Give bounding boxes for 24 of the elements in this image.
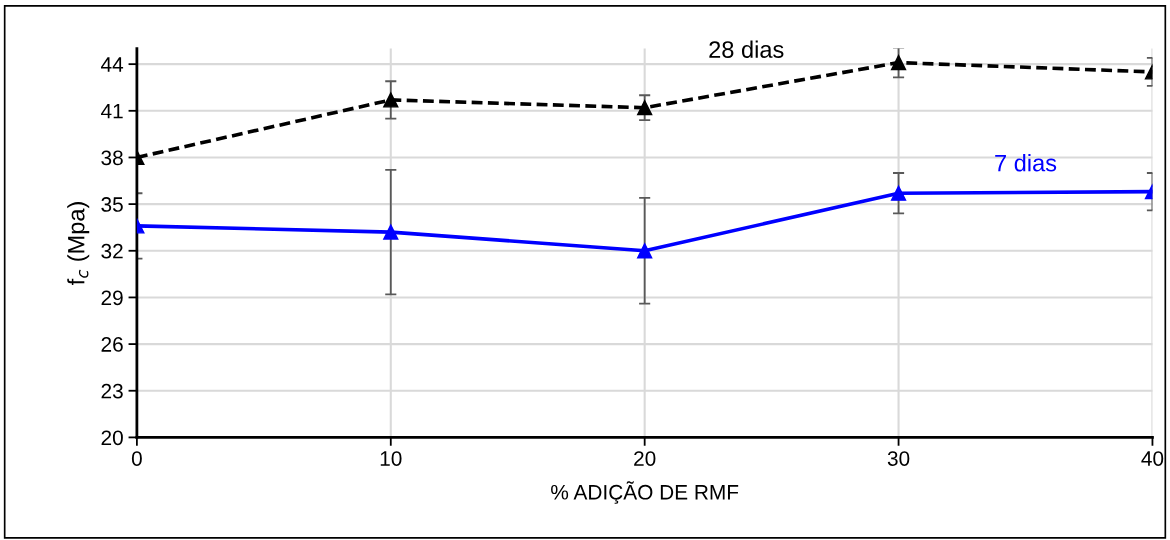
y-tick-label: 44 (101, 57, 124, 72)
y-tick-label: 35 (101, 197, 123, 212)
x-tick-label: 0 (131, 451, 142, 466)
y-axis-title: f$_{c}$ (Mpa) (67, 202, 90, 286)
x-tick-label: 40 (1141, 451, 1164, 466)
y-tick-label: 26 (101, 337, 123, 352)
y-tick-label: 29 (101, 290, 123, 306)
y-tick-label: 20 (101, 430, 123, 446)
x-tick-label: 20 (634, 451, 656, 466)
series-label: 7 dias (995, 154, 1057, 172)
y-tick-label: 41 (101, 104, 123, 119)
x-tick-label: 30 (887, 451, 910, 466)
y-tick-label: 23 (101, 383, 123, 399)
x-axis-title: % ADIÇÃO DE RMF (551, 481, 739, 504)
point (383, 92, 399, 108)
point (637, 100, 653, 116)
point (890, 54, 907, 71)
y-tick-label: 32 (101, 243, 123, 259)
series-label: 28 dias (709, 40, 784, 58)
x-tick-label: 10 (380, 451, 402, 466)
point (383, 224, 399, 240)
point (890, 185, 907, 201)
point (637, 243, 653, 259)
y-tick-label: 38 (101, 150, 123, 166)
